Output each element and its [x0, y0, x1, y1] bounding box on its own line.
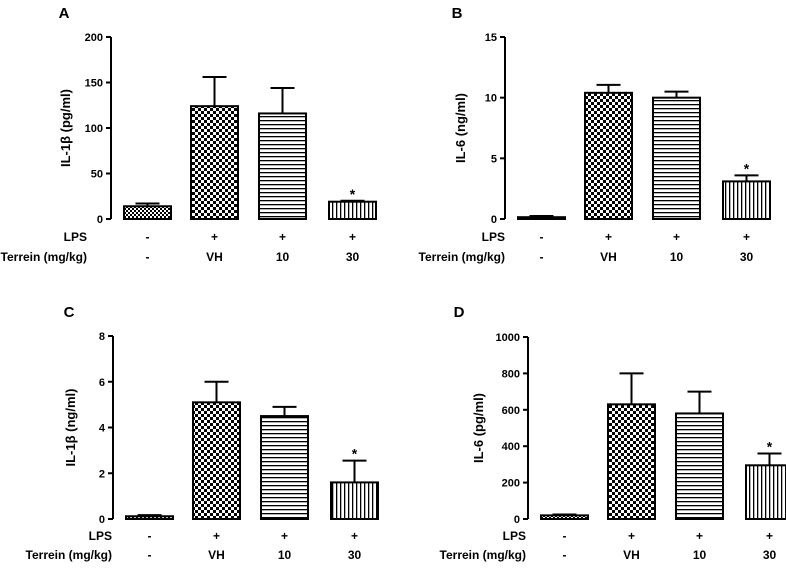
- terrein-value: 10: [278, 548, 292, 562]
- bar: [652, 96, 701, 220]
- terrein-value: 10: [693, 548, 707, 562]
- significance-marker: *: [767, 438, 773, 454]
- bar: [192, 401, 241, 520]
- y-tick-label: 50: [91, 169, 103, 181]
- lps-value: +: [673, 230, 680, 244]
- y-tick-label: 0: [99, 514, 105, 526]
- y-tick-label: 400: [502, 441, 520, 453]
- bar: [125, 515, 174, 521]
- bar: [330, 481, 379, 520]
- panel-b: B 0 5 10 15 IL-6 (ng/ml) - - + VH +10 * +30 LPS Terrei…: [419, 5, 771, 264]
- terrein-value: -: [540, 250, 544, 264]
- panel-d: D 0 200 400 600 800 1000 IL-6 (pg/ml) - - + VH +10 * +…: [440, 304, 786, 562]
- bar: [190, 105, 239, 220]
- y-tick-label: 15: [485, 32, 497, 44]
- y-axis-label: IL-1β (pg/ml): [58, 89, 73, 167]
- lps-value: +: [628, 529, 635, 543]
- y-tick-label: 600: [502, 405, 520, 417]
- terrein-row-label: Terrein (mg/kg): [1, 250, 87, 264]
- lps-value: +: [696, 529, 703, 543]
- y-tick-label: 0: [514, 514, 520, 526]
- bar: [260, 415, 309, 520]
- y-tick-label: 800: [502, 368, 520, 380]
- y-tick-label: 2: [99, 468, 105, 480]
- bar: [675, 412, 724, 520]
- y-tick-label: 1000: [496, 332, 520, 344]
- lps-value: +: [351, 529, 358, 543]
- terrein-value: VH: [206, 250, 223, 264]
- terrein-row-label: Terrein (mg/kg): [26, 548, 112, 562]
- terrein-value: 30: [740, 250, 754, 264]
- bar: [517, 216, 566, 220]
- y-axis-label: IL-6 (ng/ml): [453, 93, 468, 163]
- significance-marker: *: [352, 446, 358, 462]
- y-axis-label: IL-1β (ng/ml): [63, 389, 78, 467]
- y-tick-label: 6: [99, 377, 105, 389]
- lps-value: -: [563, 529, 567, 543]
- significance-marker: *: [744, 160, 750, 176]
- y-tick-label: 4: [99, 423, 106, 435]
- terrein-value: 10: [276, 250, 290, 264]
- lps-value: +: [279, 230, 286, 244]
- y-tick-label: 8: [99, 331, 105, 343]
- panel-c: C 0 2 4 6 8 IL-1β (ng/ml) - - + VH +10 * +30 LPS Terrei…: [26, 304, 379, 562]
- lps-row-label: LPS: [64, 230, 87, 244]
- lps-row-label: LPS: [89, 529, 112, 543]
- lps-row-label: LPS: [503, 529, 526, 543]
- panel-letter: C: [64, 304, 75, 321]
- terrein-value: VH: [208, 548, 225, 562]
- bar: [258, 112, 307, 220]
- lps-value: +: [766, 529, 773, 543]
- bar: [584, 91, 633, 220]
- lps-value: +: [743, 230, 750, 244]
- terrein-value: VH: [623, 548, 640, 562]
- lps-value: +: [349, 230, 356, 244]
- y-tick-label: 5: [491, 153, 497, 165]
- panel-letter: A: [59, 5, 70, 22]
- lps-value: -: [540, 230, 544, 244]
- y-tick-label: 0: [97, 214, 103, 226]
- y-tick-label: 200: [502, 478, 520, 490]
- lps-value: -: [148, 529, 152, 543]
- lps-row-label: LPS: [482, 230, 505, 244]
- panel-a: A 0 50 100 150 200 IL-1β (pg/ml) - - + VH +10 * +30 LP…: [1, 5, 377, 264]
- terrein-row-label: Terrein (mg/kg): [440, 548, 526, 562]
- terrein-value: -: [146, 250, 150, 264]
- y-tick-label: 10: [485, 93, 497, 105]
- significance-marker: *: [350, 186, 356, 202]
- bar: [328, 200, 377, 221]
- terrein-value: 30: [348, 548, 362, 562]
- y-tick-label: 200: [85, 32, 103, 44]
- bar: [540, 514, 589, 521]
- terrein-row-label: Terrein (mg/kg): [419, 250, 505, 264]
- bar: [745, 464, 786, 520]
- terrein-value: 10: [670, 250, 684, 264]
- terrein-value: VH: [600, 250, 617, 264]
- bar: [607, 403, 656, 520]
- lps-value: +: [211, 230, 218, 244]
- y-tick-label: 0: [491, 214, 497, 226]
- bar: [123, 205, 172, 220]
- lps-value: +: [213, 529, 220, 543]
- panel-letter: D: [454, 304, 465, 321]
- terrein-value: 30: [763, 548, 777, 562]
- bar: [722, 180, 771, 221]
- panel-letter: B: [452, 5, 463, 22]
- terrein-value: -: [563, 548, 567, 562]
- lps-value: -: [146, 230, 150, 244]
- terrein-value: -: [148, 548, 152, 562]
- y-tick-label: 150: [85, 78, 103, 90]
- terrein-value: 30: [346, 250, 360, 264]
- y-axis-label: IL-6 (pg/ml): [471, 393, 486, 463]
- y-tick-label: 100: [85, 123, 103, 135]
- lps-value: +: [281, 529, 288, 543]
- lps-value: +: [605, 230, 612, 244]
